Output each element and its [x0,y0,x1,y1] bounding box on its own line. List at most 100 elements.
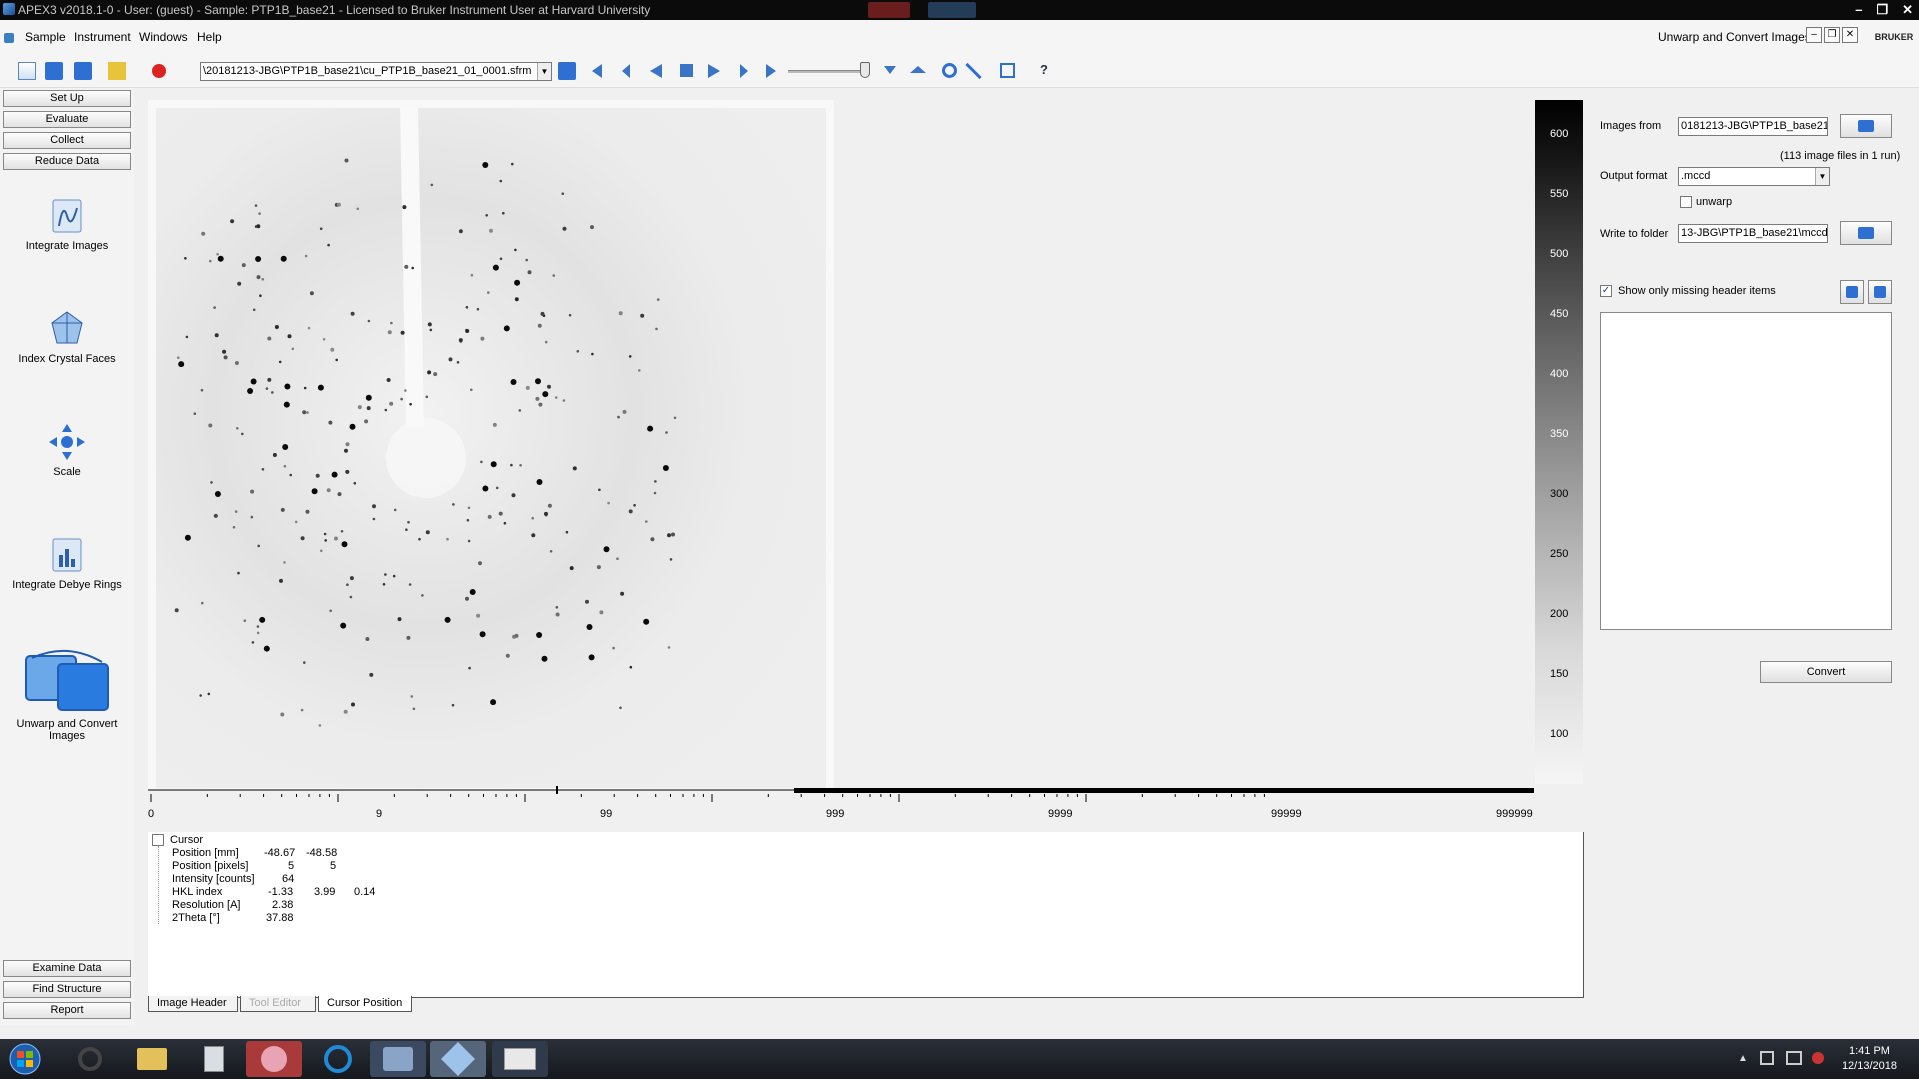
browse-images-button[interactable] [1840,114,1892,138]
diffraction-spot [345,442,350,447]
menu-windows[interactable]: Windows [139,30,188,44]
triangle-up-icon[interactable] [910,66,926,73]
tab-image-header[interactable]: Image Header [148,996,238,1012]
diffraction-spot [390,321,393,325]
diffraction-spot [470,388,473,392]
fast-forward-icon[interactable] [708,64,720,78]
taskbar-file-explorer-icon[interactable] [124,1041,180,1077]
show-missing-checkbox[interactable]: ✓ [1600,285,1612,297]
system-menu-icon[interactable] [4,33,14,43]
cursor-row-value: 5 [288,860,295,872]
last-image-icon[interactable] [766,64,776,78]
new-file-icon[interactable] [18,62,36,80]
collect-button[interactable]: Collect [3,132,131,149]
taskbar-crystal-icon[interactable] [430,1041,486,1077]
diffraction-spot [647,425,654,432]
menu-sample[interactable]: Sample [25,30,66,44]
images-from-field[interactable]: 0181213-JBG\PTP1B_base21 [1678,117,1828,136]
first-image-icon[interactable] [592,64,602,78]
diffraction-image[interactable] [156,108,826,788]
tray-arrow-up-icon[interactable]: ▲ [1738,1053,1748,1064]
taskbar-app-red-icon[interactable] [246,1041,302,1077]
tray-network-icon[interactable] [1786,1051,1802,1065]
evaluate-button[interactable]: Evaluate [3,111,131,128]
output-format-select[interactable]: .mccd ▼ [1678,167,1830,186]
chevron-down-icon[interactable]: ▼ [1815,168,1829,185]
image-slider-track[interactable] [788,70,870,73]
intensity-histogram-axis[interactable] [148,786,1534,826]
color-scale-bar[interactable] [1535,100,1583,784]
stop-icon[interactable] [152,64,166,78]
stop-playback-icon[interactable] [680,64,693,77]
help-pointer-icon[interactable]: ? [1040,62,1048,77]
report-button[interactable]: Report [3,1002,131,1019]
triangle-down-icon[interactable] [884,66,896,74]
image-file-combo[interactable]: \20181213-JBG\PTP1B_base21\cu_PTP1B_base… [200,62,552,81]
nav-tool-unwarp-convert-images[interactable]: Unwarp and Convert Images [0,648,134,742]
diffraction-spot [620,591,625,596]
taskbar-clock[interactable]: 1:41 PM 12/13/2018 [1842,1044,1897,1074]
diffraction-spot [384,573,387,576]
open-folder-icon[interactable] [45,62,63,80]
diffraction-spot [638,369,641,372]
start-button[interactable] [2,1041,48,1077]
mdi-restore-button[interactable]: ❐ [1824,27,1840,43]
load-image-icon[interactable] [558,62,576,80]
convert-button[interactable]: Convert [1760,661,1892,683]
next-image-icon[interactable] [740,64,748,78]
chevron-down-icon[interactable]: ▼ [537,63,551,80]
diffraction-spot [561,192,565,195]
taskbar-apex-icon[interactable] [370,1041,426,1077]
taskbar-internet-explorer-icon[interactable] [310,1041,366,1077]
taskbar-app-gear-icon[interactable] [62,1041,118,1077]
menu-instrument[interactable]: Instrument [74,30,131,44]
find-structure-button[interactable]: Find Structure [3,981,131,998]
cursor-checkbox[interactable] [152,834,164,846]
taskbar-window-icon[interactable] [492,1041,548,1077]
menu-help[interactable]: Help [197,30,222,44]
unwarp-checkbox[interactable] [1680,196,1692,208]
mdi-minimize-button[interactable]: – [1806,27,1822,43]
save-header-button[interactable] [1868,280,1892,304]
diffraction-spot [237,571,240,575]
close-button[interactable]: ✕ [1902,2,1913,17]
title-bar: APEX3 v2018.1-0 - User: (guest) - Sample… [0,0,1919,20]
mdi-close-button[interactable]: ✕ [1842,27,1858,43]
reduce-data-button[interactable]: Reduce Data [3,153,131,170]
diffraction-spot [319,227,323,230]
rewind-icon[interactable] [650,64,662,78]
circle-tool-icon[interactable] [942,63,957,78]
diffraction-spot [287,334,292,339]
save-icon[interactable] [74,62,92,80]
diffraction-spot [214,333,219,338]
tab-cursor-position[interactable]: Cursor Position [318,996,412,1012]
nav-tool-index-crystal-faces[interactable]: Index Crystal Faces [0,309,134,365]
taskbar-calculator-icon[interactable] [186,1041,242,1077]
nav-tool-integrate-debye-rings[interactable]: Integrate Debye Rings [0,535,134,591]
image-slider-thumb[interactable] [860,62,870,78]
diffraction-spot [200,388,204,392]
tab-tool-editor[interactable]: Tool Editor [240,996,316,1012]
image-settings-icon[interactable] [108,62,126,80]
setup-button[interactable]: Set Up [3,90,131,107]
previous-image-icon[interactable] [622,64,630,78]
diffraction-image-panel[interactable] [148,100,834,790]
examine-data-button[interactable]: Examine Data [3,960,131,977]
nav-tool-scale[interactable]: Scale [0,422,134,478]
load-header-button[interactable] [1840,280,1864,304]
diffraction-spot [542,391,549,398]
write-folder-field[interactable]: 13-JBG\PTP1B_base21\mccd [1678,224,1828,243]
line-tool-icon[interactable] [965,62,982,80]
diffraction-spot [499,179,503,183]
browse-output-folder-button[interactable] [1840,221,1892,245]
minimize-button[interactable]: – [1855,2,1863,17]
rectangle-tool-icon[interactable] [1000,63,1015,78]
histogram-tick-label: 0 [148,808,155,820]
tray-flag-icon[interactable] [1760,1051,1774,1065]
restore-button[interactable]: ❐ [1876,2,1889,17]
diffraction-spot [599,610,604,615]
tray-volume-icon[interactable] [1812,1052,1824,1064]
header-items-list[interactable] [1600,312,1892,630]
diffraction-spot [671,532,675,537]
nav-tool-integrate-images[interactable]: Integrate Images [0,196,134,252]
